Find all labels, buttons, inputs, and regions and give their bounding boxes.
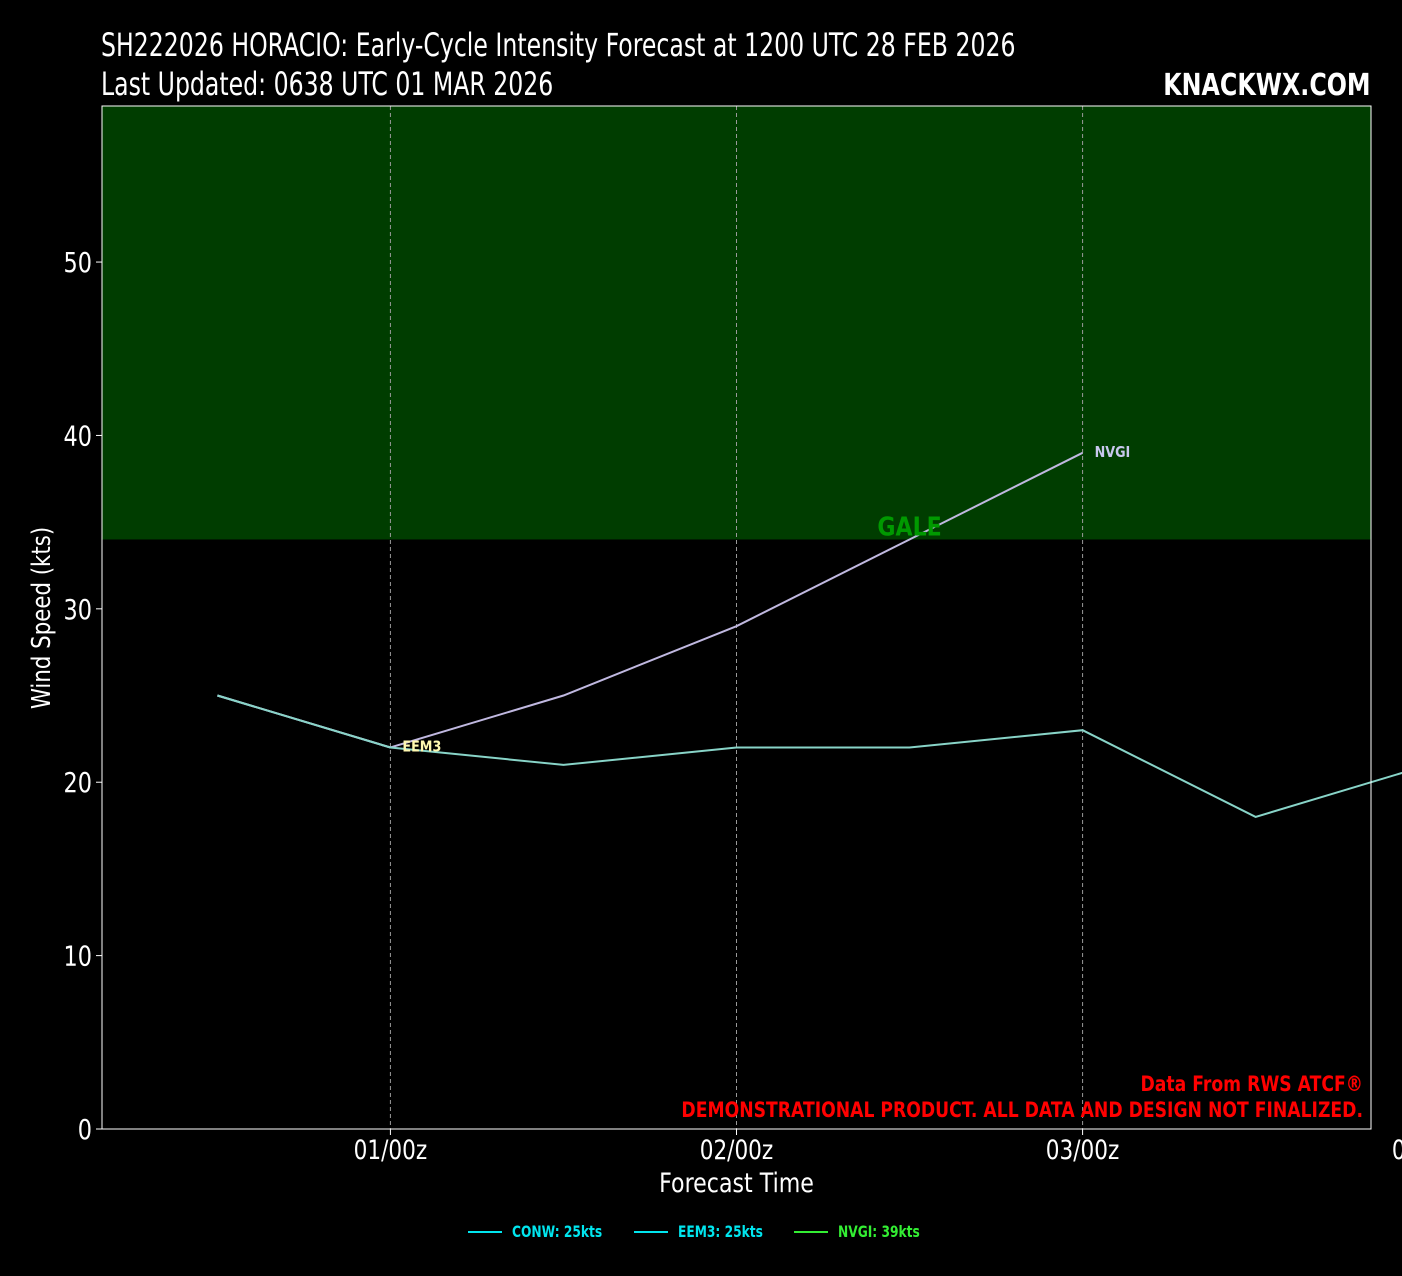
data-source-credit: Data From RWS ATCF® (1140, 1071, 1363, 1096)
y-axis-label: Wind Speed (kts) (26, 527, 57, 709)
legend-item: CONW: 25kts (467, 1222, 618, 1241)
legend-swatch (467, 1230, 502, 1233)
legend-item: NVGI: 39kts (793, 1222, 934, 1241)
legend-swatch (793, 1230, 828, 1233)
grid-lines (389, 106, 1084, 1129)
legend-label: NVGI: 39kts (837, 1222, 920, 1241)
y-tick-label: 50 (64, 246, 92, 279)
gale-label: GALE (877, 512, 941, 542)
last-updated: Last Updated: 0638 UTC 01 MAR 2026 (101, 65, 554, 103)
series-line-conw (217, 694, 1402, 818)
series-label-eem3: EEM3 (402, 739, 441, 756)
series-end-labels: CONWNVGIEEM3 (402, 444, 1131, 756)
y-tick-label: 0 (78, 1112, 92, 1145)
y-tick-label: 10 (64, 939, 92, 972)
disclaimer-text: DEMONSTRATIONAL PRODUCT. ALL DATA AND DE… (681, 1097, 1363, 1122)
x-axis-label: Forecast Time (659, 1167, 814, 1199)
x-tick-label: 03/00z (1046, 1134, 1120, 1166)
y-tick-label: 40 (64, 419, 92, 452)
legend-label: EEM3: 25kts (678, 1222, 763, 1241)
y-tick-label: 20 (64, 766, 92, 799)
x-tick-label: 04/00z (1392, 1134, 1402, 1166)
legend-label: CONW: 25kts (511, 1222, 603, 1241)
brand-watermark: KNACKWX.COM (1163, 68, 1371, 103)
x-tick-label: 01/00z (354, 1134, 428, 1166)
legend-swatch (634, 1230, 669, 1233)
x-axis-ticks: 01/00z 02/00z 03/00z 04/00z (354, 1129, 1402, 1166)
chart-legend: CONW: 25kts EEM3: 25kts NVGI: 39kts (0, 1222, 1402, 1241)
chart-title: SH222026 HORACIO: Early-Cycle Intensity … (101, 26, 1016, 64)
y-axis-ticks: 0 10 20 30 40 50 (64, 246, 102, 1146)
x-tick-label: 02/00z (700, 1134, 774, 1166)
legend-item: EEM3: 25kts (634, 1222, 778, 1241)
y-tick-label: 30 (64, 592, 92, 625)
series-label-nvgi: NVGI (1095, 444, 1131, 461)
